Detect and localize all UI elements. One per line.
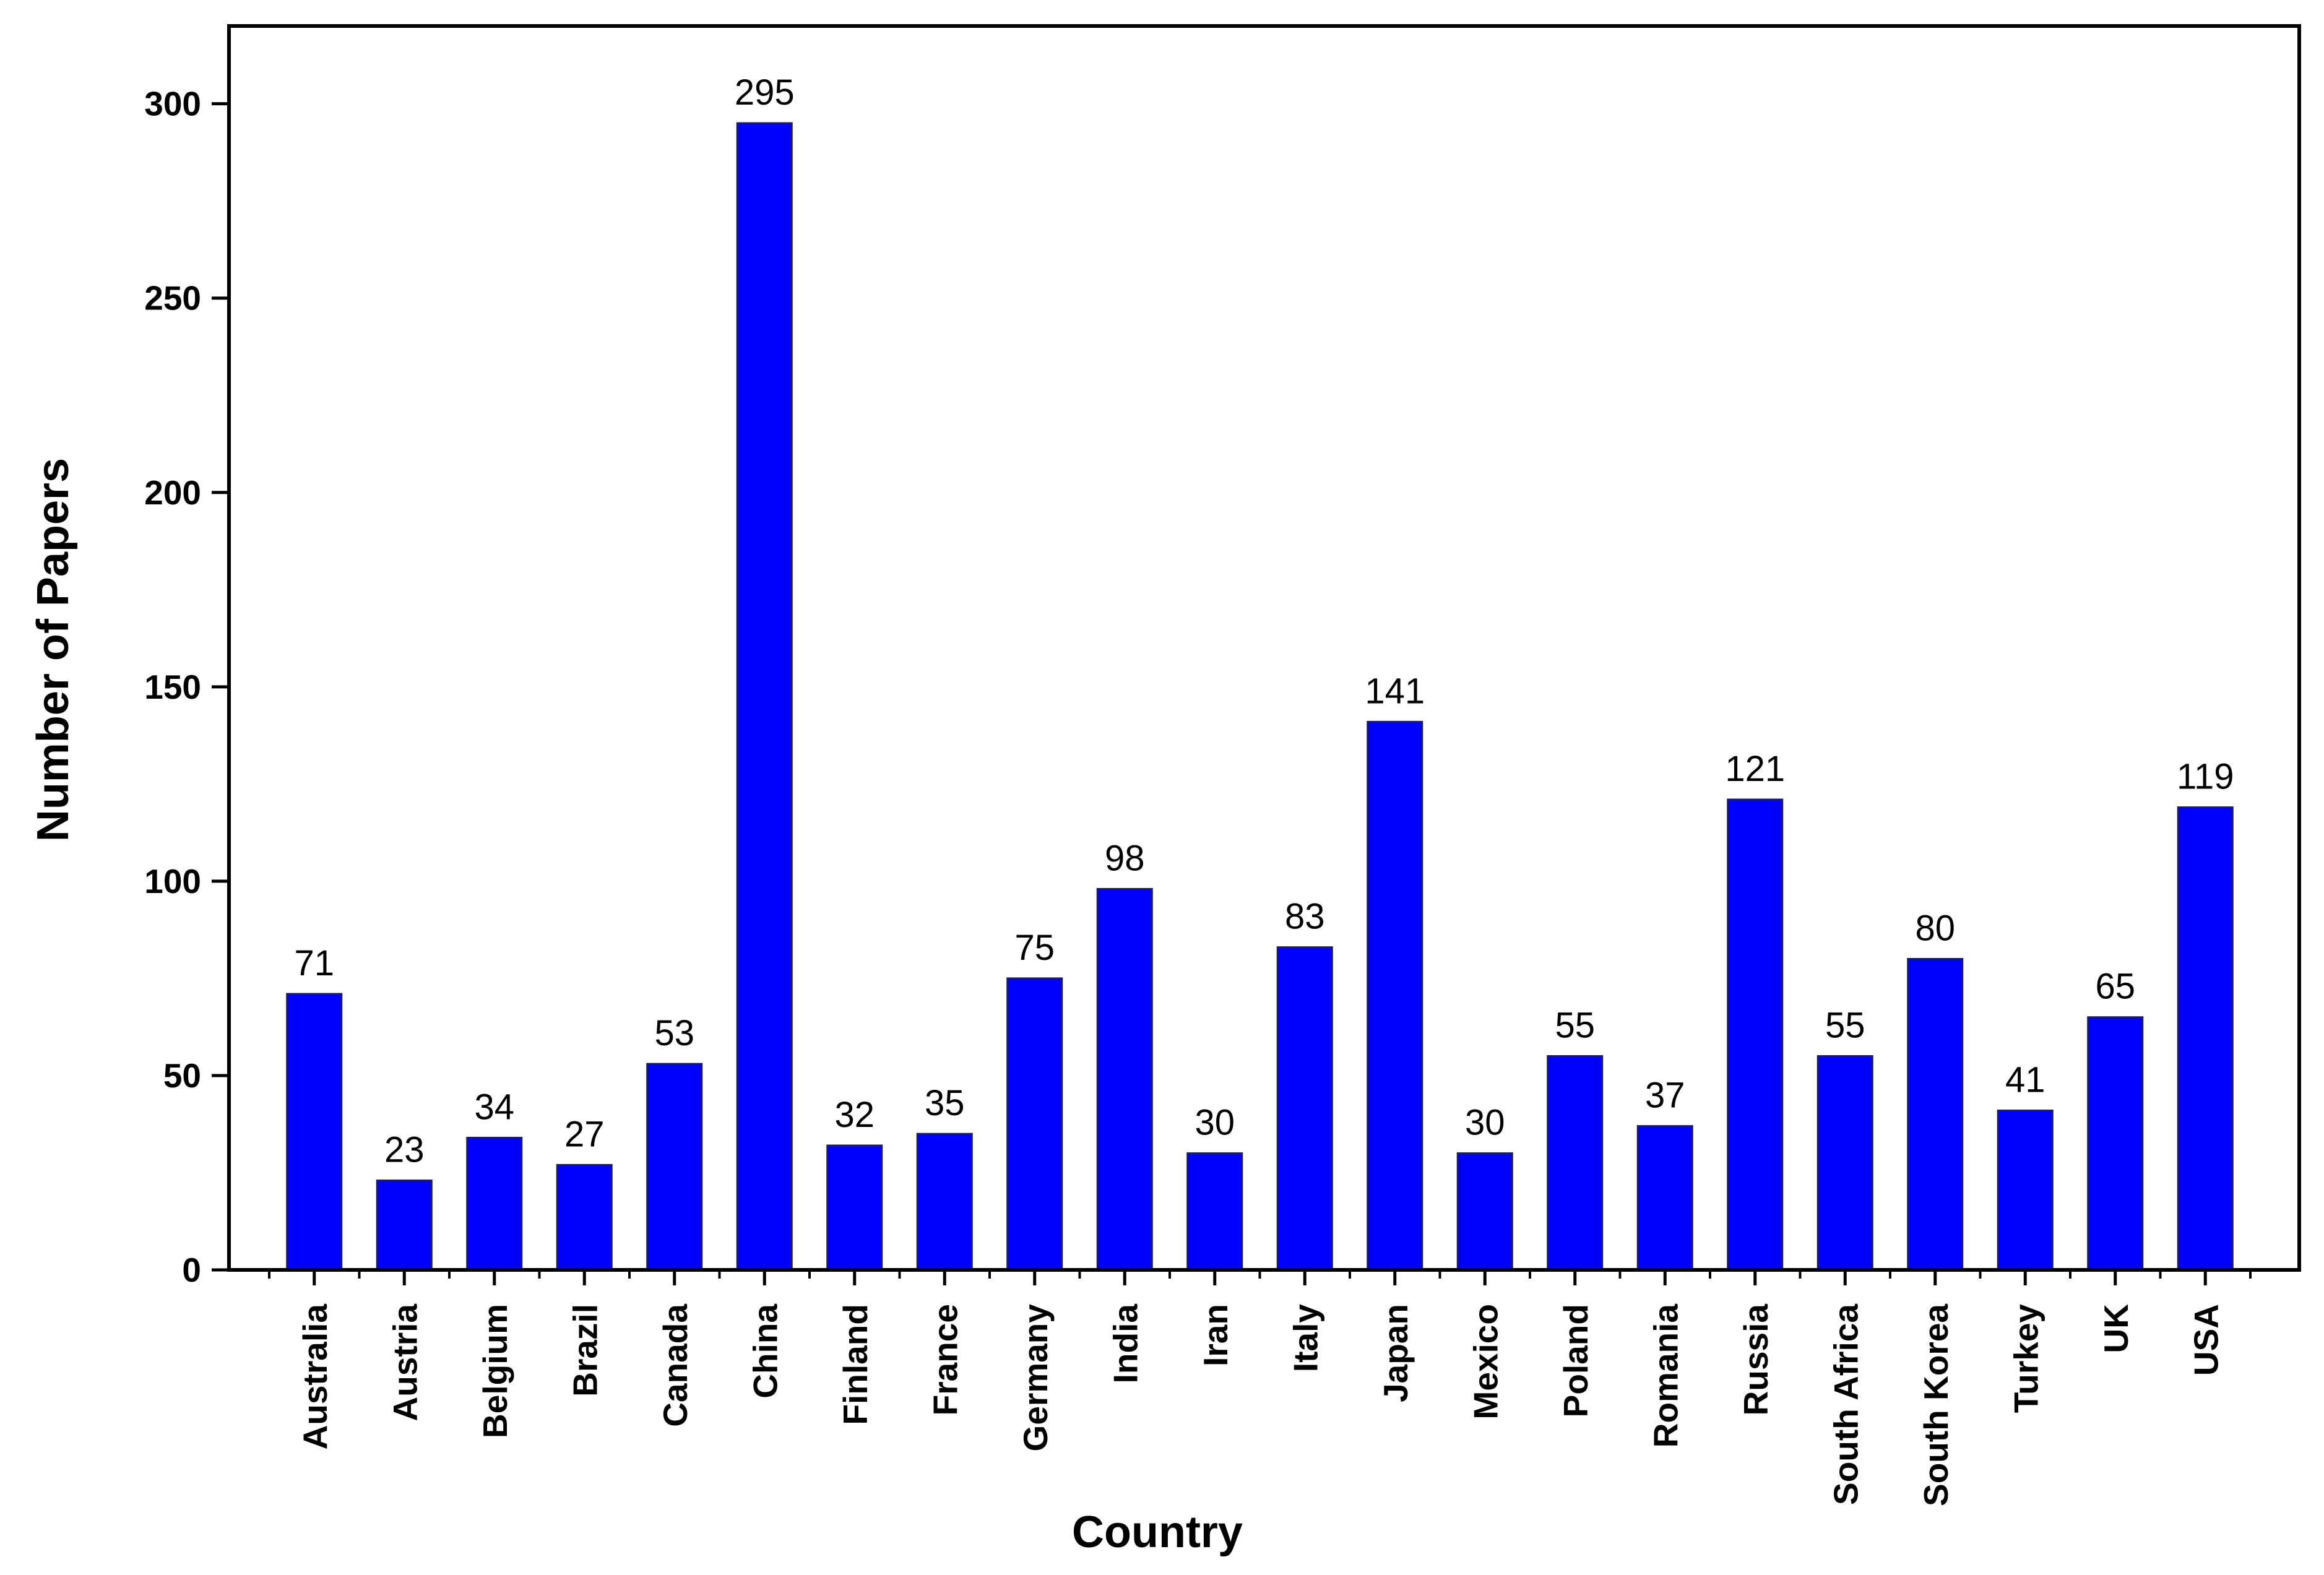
data-label: 34 [474, 1087, 514, 1127]
y-tick-label: 300 [144, 85, 201, 123]
data-label: 119 [2177, 757, 2234, 797]
bar [1367, 720, 1423, 1271]
data-label: 141 [1365, 671, 1425, 711]
bar [2087, 1016, 2144, 1271]
x-tick-label: USA [2187, 1304, 2225, 1376]
x-tick-label: Belgium [476, 1304, 514, 1438]
data-label: 30 [1194, 1103, 1235, 1143]
data-label: 295 [735, 72, 795, 113]
x-tick-label: Austria [386, 1304, 424, 1422]
x-tick-label: Mexico [1466, 1304, 1505, 1419]
data-label: 23 [384, 1130, 425, 1170]
y-axis: 0 50 100 150 200 250 300 [144, 85, 229, 1289]
x-tick-label: Romania [1646, 1304, 1685, 1448]
data-labels-layer: 71 23 34 27 53 295 32 35 75 98 30 83 141 30 55 37 121 55 8… [294, 72, 2234, 1170]
x-tick-label: UK [2097, 1304, 2135, 1353]
x-tick-label: France [926, 1304, 964, 1415]
x-tick-label: Turkey [2007, 1304, 2045, 1413]
bar [1186, 1152, 1243, 1271]
x-tick-label: Germany [1016, 1304, 1055, 1452]
data-label: 75 [1014, 928, 1055, 968]
y-tick-label: 250 [144, 279, 201, 317]
bar [826, 1144, 883, 1271]
x-tick-label: Iran [1196, 1304, 1235, 1366]
data-label: 35 [925, 1083, 965, 1123]
x-tick-label: South Korea [1917, 1304, 1955, 1506]
x-tick-label: Finland [836, 1304, 875, 1425]
x-tick-label: Japan [1376, 1304, 1415, 1402]
bar [1907, 958, 1964, 1271]
bar [916, 1133, 973, 1271]
data-label: 27 [564, 1114, 605, 1154]
data-label: 55 [1825, 1006, 1865, 1046]
x-axis: Australia Austria Belgium Brazil Canada China… [268, 1270, 2252, 1506]
bar [1096, 887, 1153, 1271]
data-label: 71 [294, 943, 334, 983]
bar [376, 1180, 433, 1271]
x-tick-label: China [746, 1304, 784, 1399]
x-tick-label: Poland [1557, 1304, 1595, 1417]
bar [556, 1163, 613, 1271]
bar [2177, 806, 2234, 1271]
bar [736, 122, 793, 1271]
bar [1276, 946, 1333, 1271]
data-label: 98 [1105, 838, 1145, 878]
data-label: 53 [654, 1013, 694, 1053]
bar [1636, 1125, 1693, 1271]
bar [1816, 1055, 1873, 1271]
x-tick-label: India [1106, 1304, 1144, 1384]
y-tick-label: 150 [144, 668, 201, 706]
x-tick-label: Australia [296, 1304, 334, 1450]
x-tick-label: Canada [656, 1304, 694, 1427]
bar [1997, 1109, 2054, 1271]
data-label: 55 [1555, 1006, 1595, 1046]
x-tick-label: South Africa [1826, 1304, 1865, 1505]
data-label: 37 [1645, 1076, 1685, 1116]
x-tick-label: Russia [1737, 1304, 1775, 1416]
data-label: 80 [1915, 908, 1955, 949]
data-label: 121 [1725, 749, 1785, 789]
y-axis-title: Number of Papers [28, 458, 78, 842]
y-tick-label: 100 [144, 862, 201, 900]
bar [1006, 977, 1063, 1271]
bar [1547, 1055, 1604, 1271]
data-label: 30 [1465, 1103, 1505, 1143]
bar [1456, 1152, 1513, 1271]
bars-layer [286, 122, 2234, 1271]
x-axis-title: Country [1072, 1508, 1243, 1557]
bar [646, 1063, 703, 1271]
data-label: 83 [1285, 897, 1325, 937]
y-tick-label: 0 [182, 1251, 201, 1289]
y-tick-label: 50 [163, 1056, 201, 1095]
y-tick-label: 200 [144, 473, 201, 512]
data-label: 41 [2005, 1059, 2045, 1100]
data-label: 32 [834, 1095, 875, 1135]
x-tick-label: Italy [1286, 1304, 1324, 1372]
bar [286, 993, 343, 1271]
bar [466, 1136, 523, 1271]
bar [1727, 798, 1784, 1271]
data-label: 65 [2095, 967, 2135, 1007]
x-tick-label: Brazil [566, 1304, 604, 1397]
plot-frame [227, 24, 2301, 1272]
